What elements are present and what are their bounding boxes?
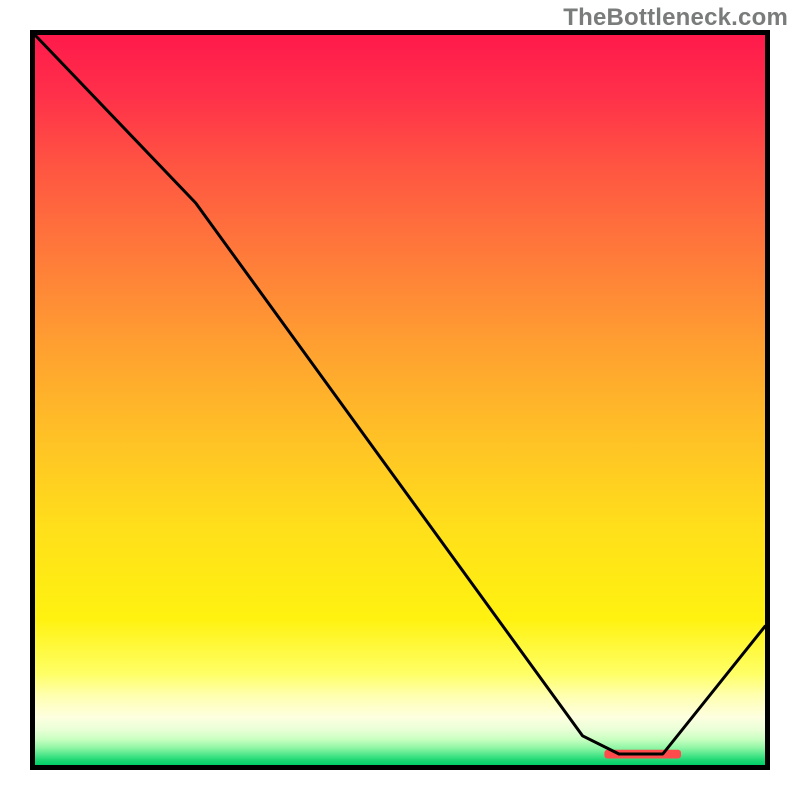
bottleneck-curve — [35, 35, 765, 754]
root: TheBottleneck.com — [0, 0, 800, 800]
plot-overlay-svg — [0, 0, 800, 800]
